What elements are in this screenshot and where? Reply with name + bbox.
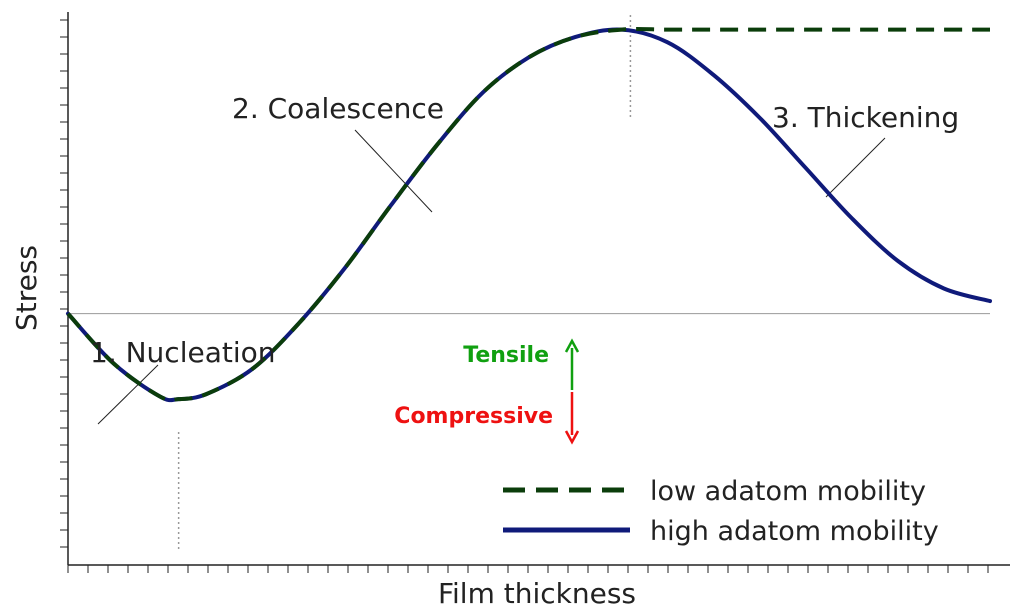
annotation-leaders bbox=[97, 129, 886, 425]
tensile-label: Tensile bbox=[463, 343, 549, 368]
tensile-arrow-icon bbox=[564, 338, 580, 390]
compressive-label: Compressive bbox=[394, 404, 553, 429]
axis-ticks bbox=[60, 19, 989, 573]
annotation-leader-3 bbox=[825, 137, 886, 198]
annotation-leader-2 bbox=[354, 129, 433, 213]
legend: low adatom mobility high adatom mobility bbox=[503, 476, 939, 547]
y-axis-label: Stress bbox=[10, 245, 43, 331]
x-axis-label: Film thickness bbox=[438, 577, 636, 610]
annotation-1: 1. Nucleation bbox=[90, 336, 276, 369]
legend-label-high-adatom-mobility: high adatom mobility bbox=[650, 516, 939, 547]
series-lines bbox=[66, 27, 992, 403]
vertical-markers bbox=[177, 15, 632, 550]
annotations: 1. Nucleation 2. Coalescence 3. Thickening bbox=[90, 92, 959, 369]
legend-label-low-adatom-mobility: low adatom mobility bbox=[650, 476, 926, 507]
series-line-low-adatom-mobility bbox=[66, 27, 990, 403]
annotation-3: 3. Thickening bbox=[772, 101, 959, 134]
annotation-2: 2. Coalescence bbox=[232, 92, 444, 125]
compressive-arrow-icon bbox=[564, 392, 580, 445]
annotation-leader-1 bbox=[97, 364, 159, 425]
